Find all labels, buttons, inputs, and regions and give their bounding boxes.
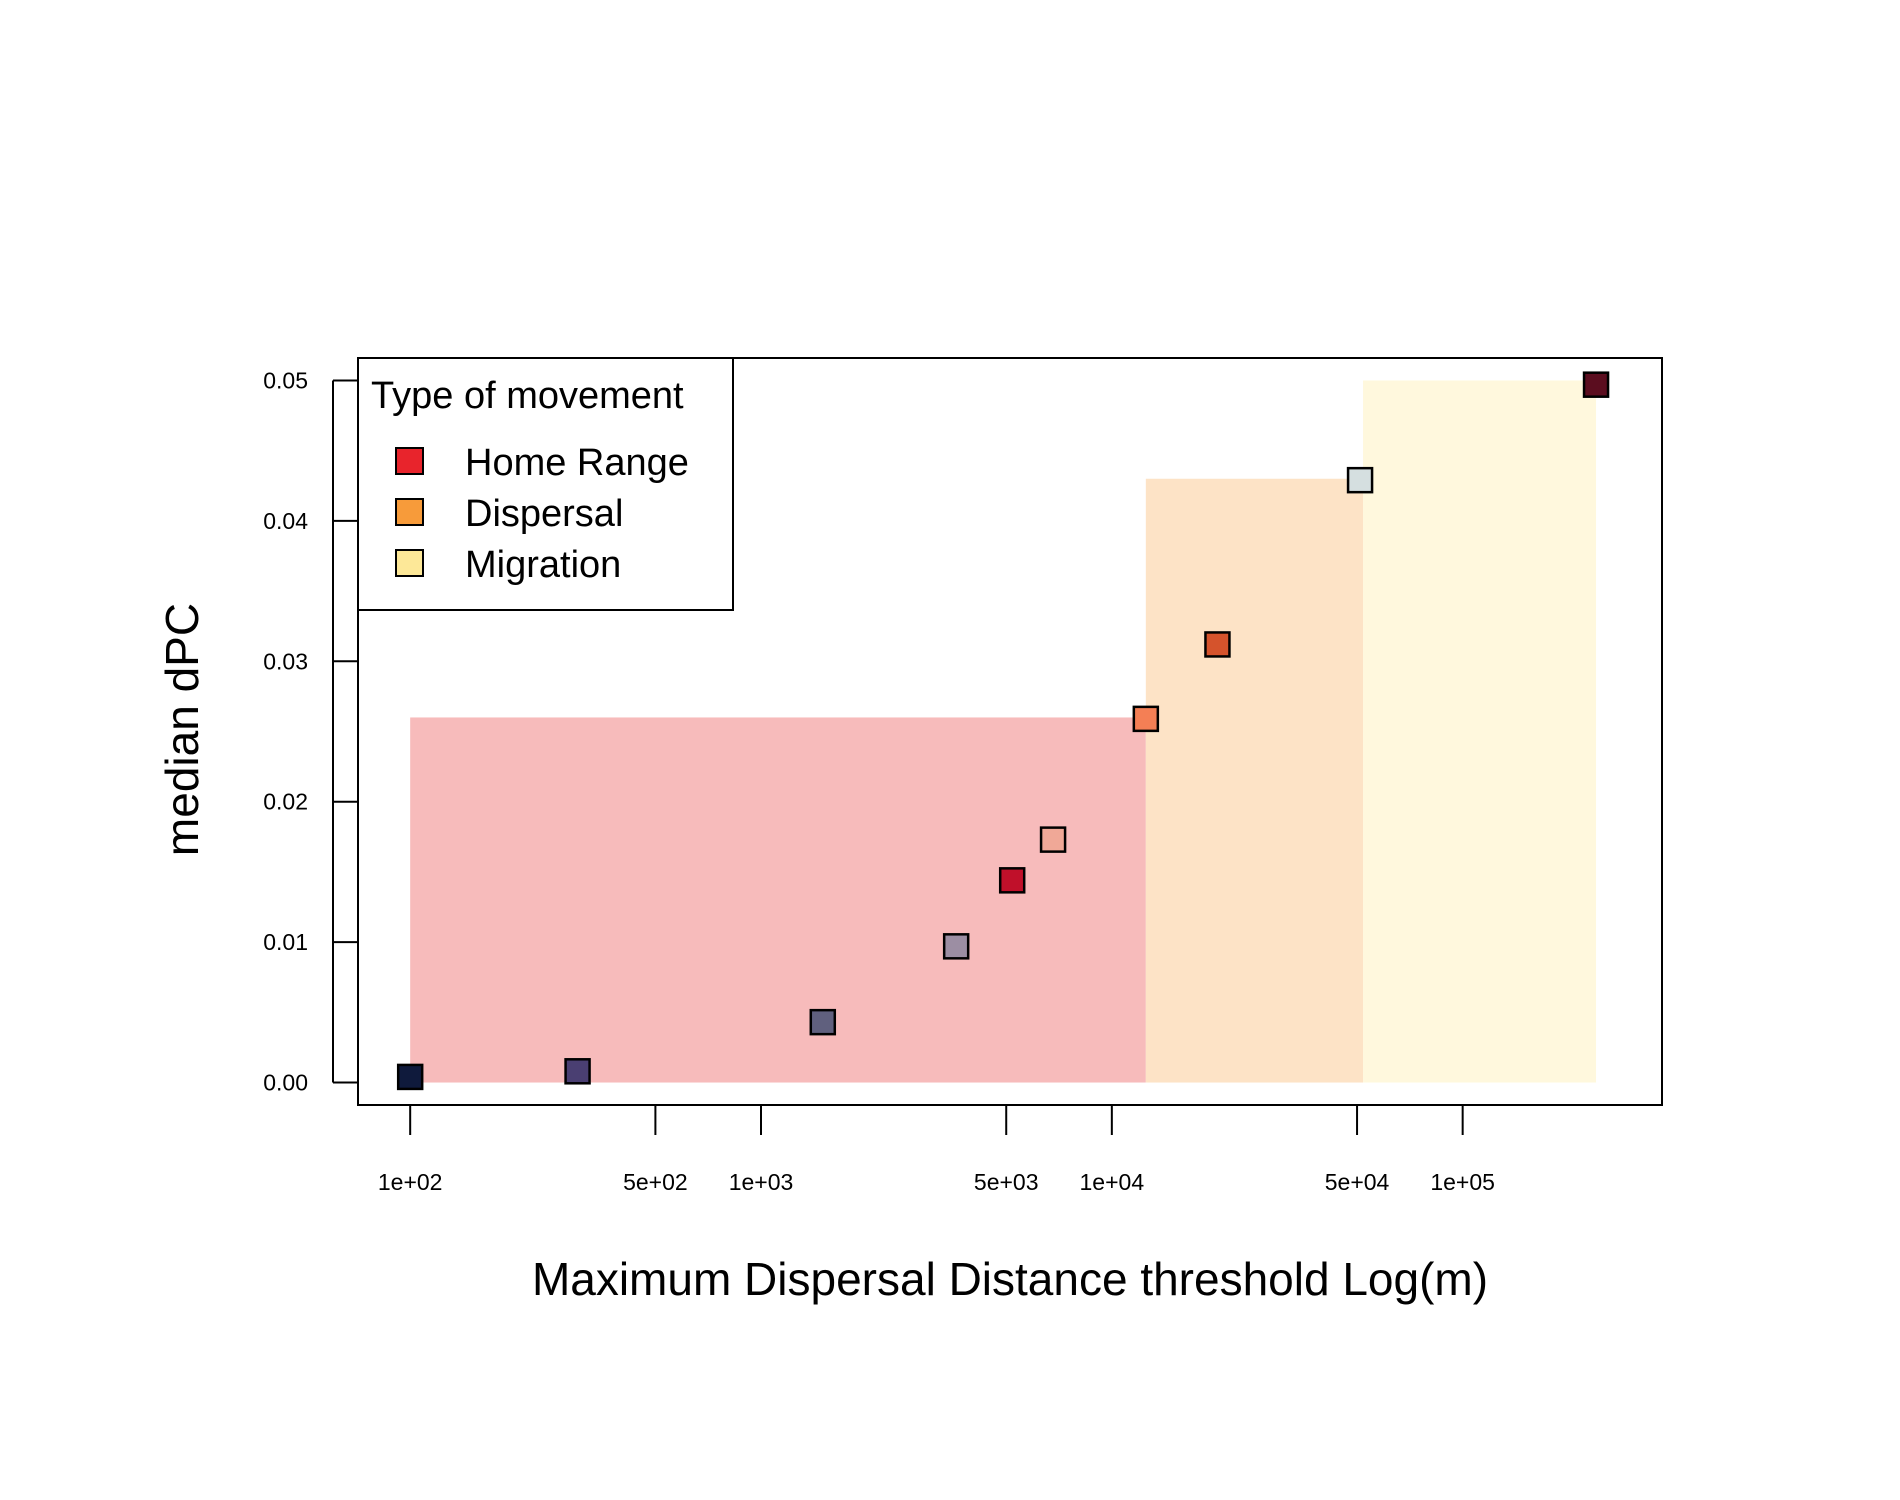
data-point <box>942 933 970 960</box>
plot-frame <box>357 357 1663 1106</box>
band-home-range <box>410 717 1146 1083</box>
legend-items: Home Range Dispersal Migration <box>395 442 689 586</box>
y-tick-label: 0.02 <box>263 789 308 815</box>
legend-swatch-home-range <box>395 447 424 475</box>
x-tick-label: 1e+04 <box>1080 1169 1145 1195</box>
x-tick-label: 5e+04 <box>1325 1169 1390 1195</box>
legend-swatch-dispersal <box>395 498 424 526</box>
legend-title: Type of movement <box>371 375 684 417</box>
x-tick-label: 5e+02 <box>623 1169 688 1195</box>
legend-label: Migration <box>465 544 621 586</box>
y-axis: 0.00 0.01 0.02 0.03 0.04 0.05 <box>263 367 358 1096</box>
legend-label: Home Range <box>465 442 689 484</box>
data-point <box>1346 466 1374 494</box>
y-tick-label: 0.01 <box>263 929 308 955</box>
data-point <box>809 1008 837 1036</box>
data-point <box>1204 631 1231 658</box>
data-point <box>998 867 1026 894</box>
data-point <box>564 1058 591 1085</box>
x-tick-label: 1e+02 <box>378 1169 443 1195</box>
x-axis: 1e+02 5e+02 1e+03 5e+03 1e+04 5e+04 1e+05 <box>378 1105 1495 1195</box>
legend-swatch-migration <box>395 549 424 577</box>
data-point <box>1132 705 1160 733</box>
y-tick-label: 0.04 <box>263 508 308 534</box>
band-migration <box>1363 380 1597 1083</box>
y-tick-label: 0.00 <box>263 1070 308 1096</box>
data-point <box>396 1063 424 1091</box>
legend-label: Dispersal <box>465 493 623 535</box>
x-tick-label: 1e+03 <box>729 1169 794 1195</box>
x-tick-label: 5e+03 <box>974 1169 1039 1195</box>
y-tick-label: 0.05 <box>263 367 308 393</box>
x-tick-label: 1e+05 <box>1430 1169 1495 1195</box>
data-point <box>1582 371 1610 398</box>
y-tick-label: 0.03 <box>263 648 308 674</box>
x-axis-title: Maximum Dispersal Distance threshold Log… <box>532 1253 1488 1305</box>
band-dispersal <box>1145 478 1364 1083</box>
shaded-bands <box>410 380 1597 1083</box>
data-point <box>1039 826 1067 853</box>
data-points <box>396 371 1610 1091</box>
legend: Type of movement Home Range Dispersal Migr… <box>357 357 734 611</box>
y-axis-title: median dPC <box>156 603 208 856</box>
